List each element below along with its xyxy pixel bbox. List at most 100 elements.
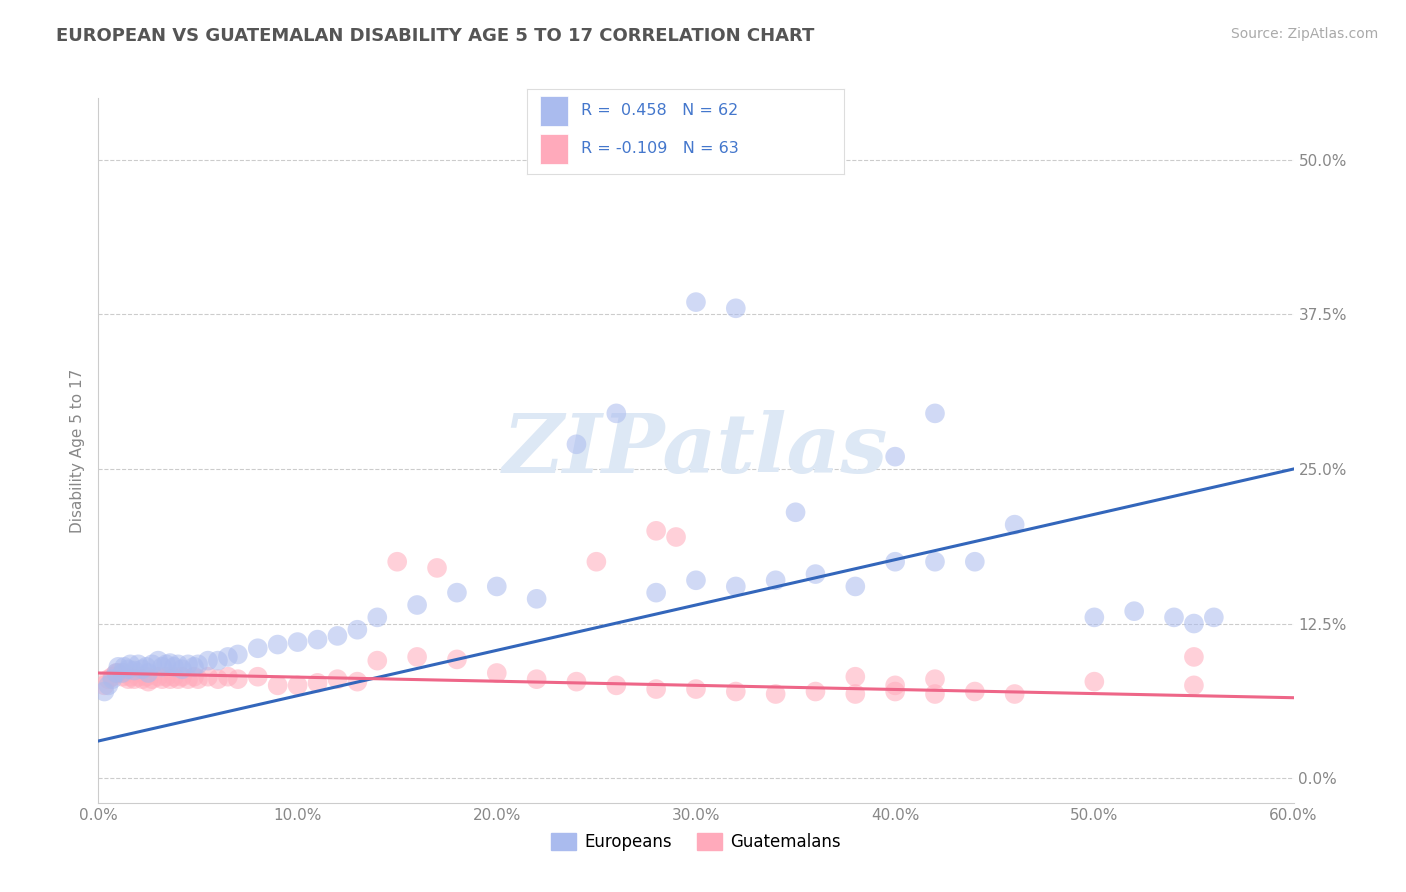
Point <box>884 678 907 692</box>
Point <box>884 684 907 698</box>
Point <box>217 670 239 684</box>
Point <box>167 657 190 672</box>
Point <box>287 635 309 649</box>
Point <box>385 555 409 569</box>
Text: R =  0.458   N = 62: R = 0.458 N = 62 <box>581 103 738 119</box>
Point <box>924 672 946 686</box>
Point <box>207 654 229 668</box>
Point <box>155 670 177 684</box>
Point <box>485 665 508 680</box>
Point <box>183 660 205 674</box>
Point <box>136 674 159 689</box>
Point <box>1083 610 1105 624</box>
Point <box>117 672 139 686</box>
Point <box>150 660 173 674</box>
Point <box>136 665 159 680</box>
Point <box>1123 604 1146 618</box>
Point <box>963 684 986 698</box>
Point <box>97 678 120 692</box>
FancyBboxPatch shape <box>540 96 568 126</box>
Point <box>844 687 866 701</box>
Point <box>804 567 827 582</box>
Point <box>159 672 181 686</box>
Point <box>97 672 120 686</box>
Point <box>124 664 146 678</box>
Point <box>197 670 219 684</box>
Point <box>426 561 449 575</box>
Point <box>120 657 142 672</box>
Point <box>804 684 827 698</box>
Point <box>1182 649 1205 664</box>
Point <box>884 555 907 569</box>
Point <box>565 437 588 451</box>
Point <box>406 598 429 612</box>
Point <box>172 670 194 684</box>
Point <box>446 585 468 599</box>
Point <box>605 406 627 420</box>
Point <box>585 555 607 569</box>
Point <box>111 670 134 684</box>
Point <box>135 660 157 674</box>
Point <box>93 678 115 692</box>
Text: R = -0.109   N = 63: R = -0.109 N = 63 <box>581 141 738 155</box>
Point <box>765 574 787 588</box>
Point <box>685 681 707 696</box>
Point <box>148 670 170 684</box>
Point <box>107 660 129 674</box>
Point <box>844 670 866 684</box>
Point <box>685 295 707 310</box>
Text: Source: ZipAtlas.com: Source: ZipAtlas.com <box>1230 27 1378 41</box>
Point <box>645 524 668 538</box>
Point <box>366 654 388 668</box>
Point <box>112 660 135 674</box>
Point <box>105 665 128 680</box>
Point <box>526 672 548 686</box>
Point <box>155 657 177 672</box>
Point <box>326 672 349 686</box>
Point <box>177 672 200 686</box>
Point <box>177 657 200 672</box>
Point <box>163 660 186 674</box>
Text: EUROPEAN VS GUATEMALAN DISABILITY AGE 5 TO 17 CORRELATION CHART: EUROPEAN VS GUATEMALAN DISABILITY AGE 5 … <box>56 27 814 45</box>
Point <box>131 662 153 676</box>
FancyBboxPatch shape <box>540 134 568 164</box>
Point <box>565 674 588 689</box>
Point <box>246 670 269 684</box>
Point <box>101 670 124 684</box>
Point <box>135 670 157 684</box>
Point <box>645 585 668 599</box>
Point <box>924 687 946 701</box>
Point <box>150 672 173 686</box>
Point <box>924 555 946 569</box>
Point <box>127 670 149 684</box>
Point <box>765 687 787 701</box>
Point <box>1163 610 1185 624</box>
Point <box>1182 678 1205 692</box>
Point <box>1083 674 1105 689</box>
Point <box>605 678 627 692</box>
Point <box>159 656 181 670</box>
Point <box>724 684 747 698</box>
Point <box>172 662 194 676</box>
Point <box>187 657 209 672</box>
Point <box>217 649 239 664</box>
Point <box>526 591 548 606</box>
Point <box>167 672 190 686</box>
Point <box>785 505 807 519</box>
Point <box>107 665 129 680</box>
Point <box>685 574 707 588</box>
Point <box>226 648 249 662</box>
Point <box>1004 517 1026 532</box>
Point <box>117 662 139 676</box>
Point <box>346 674 368 689</box>
Point <box>207 672 229 686</box>
Point <box>127 657 149 672</box>
Point <box>346 623 368 637</box>
Point <box>1182 616 1205 631</box>
Point <box>724 301 747 316</box>
Point <box>884 450 907 464</box>
Point <box>267 638 290 652</box>
Point <box>183 670 205 684</box>
Point <box>226 672 249 686</box>
Point <box>307 632 329 647</box>
